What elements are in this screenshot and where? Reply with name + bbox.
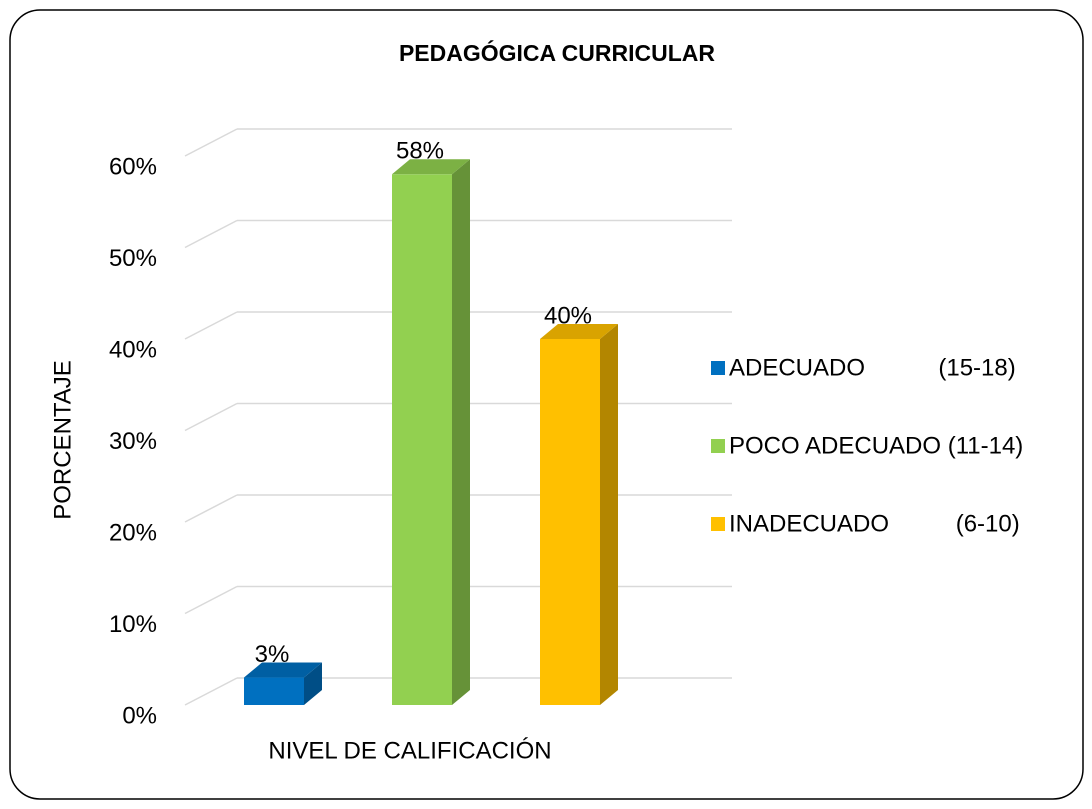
legend-label: POCO ADECUADO (11-14) [729,432,1023,459]
grid-line [184,128,732,157]
grid-side [184,311,238,340]
y-tick-label: 20% [109,519,157,546]
bar-top [244,662,322,678]
y-tick-label: 10% [109,611,157,638]
bar [540,324,618,705]
grid-side [184,219,238,249]
y-tick-label: 30% [109,428,157,455]
grid-line [184,402,732,432]
grid-side [184,402,238,432]
grid-line [184,311,732,340]
legend-swatch [711,517,725,531]
bar-top [392,159,470,175]
bar-front [392,174,452,706]
grid-line [184,494,732,523]
value-label: 40% [544,302,592,329]
legend-label: INADECUADO (6-10) [729,510,1020,537]
bar-side [304,662,322,705]
y-tick-label: 60% [109,153,157,180]
y-tick-label: 50% [109,245,157,272]
grid-line [184,585,732,615]
bar [392,159,470,706]
y-tick-label: 40% [109,336,157,363]
y-tick-label: 0% [122,702,157,729]
bar-front [540,339,600,705]
grid-side [184,494,238,523]
grid-side [184,128,238,157]
value-label: 3% [255,641,290,668]
grid-side [184,585,238,615]
legend-swatch [711,439,725,453]
legend-label: ADECUADO (15-18) [729,354,1016,381]
x-axis-label: NIVEL DE CALIFICACIÓN [268,737,551,764]
bar [244,662,322,705]
y-axis-label: PORCENTAJE [49,360,76,520]
legend-swatch [711,361,725,375]
grid-side [184,677,238,706]
chart-title: PEDAGÓGICA CURRICULAR [399,39,715,66]
bar-side [452,159,470,706]
value-label: 58% [396,138,444,165]
bar-front [244,677,304,705]
bar-top [540,324,618,339]
bar-side [600,324,618,705]
grid-line [184,219,732,249]
